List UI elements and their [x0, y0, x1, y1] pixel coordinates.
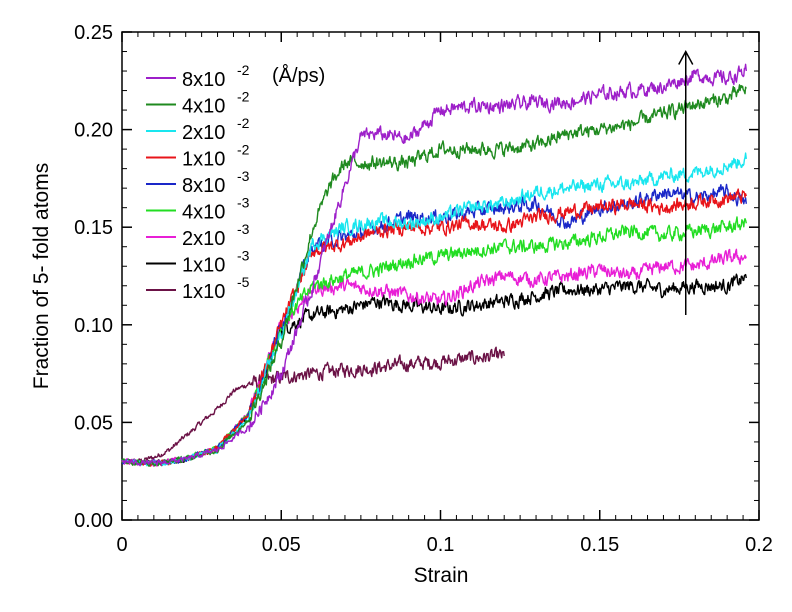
units-annotation: (Å/ps) — [272, 64, 325, 87]
legend-label: 1x10 — [182, 255, 225, 277]
arrow-head — [678, 49, 694, 65]
y-tick-label: 0.25 — [74, 22, 113, 44]
x-tick-label: 0.2 — [745, 534, 773, 556]
legend-exponent: -2 — [237, 115, 250, 131]
y-tick-label: 0.05 — [74, 412, 113, 434]
y-tick-label: 0.00 — [74, 510, 113, 532]
x-tick-label: 0.05 — [262, 534, 301, 556]
series-line — [121, 346, 505, 464]
y-tick-label: 0.10 — [74, 315, 113, 337]
x-tick-label: 0.1 — [427, 534, 455, 556]
legend-label: 1x10 — [182, 149, 225, 171]
legend-exponent: -3 — [237, 195, 250, 211]
axis-ticks: 0 0.05 0.1 0.15 0.2 0.00 0.05 0.10 0.15 0.20 0.25 — [74, 22, 773, 556]
series-line — [121, 63, 747, 467]
legend-exponent: -3 — [237, 221, 250, 237]
increasing-rate-arrow — [678, 49, 694, 316]
legend-exponent: -2 — [237, 62, 250, 78]
legend-label: 2x10 — [182, 122, 225, 144]
legend-exponent: -3 — [237, 248, 250, 264]
legend-label: 4x10 — [182, 96, 225, 118]
series-layer — [121, 63, 747, 467]
legend-label: 8x10 — [182, 175, 225, 197]
legend-label: 8x10 — [182, 69, 225, 91]
legend-label: 2x10 — [182, 228, 225, 250]
series-line — [121, 84, 747, 467]
legend-exponent: -5 — [237, 274, 250, 290]
legend-exponent: -2 — [237, 142, 250, 158]
series-line — [121, 152, 747, 467]
legend-exponent: -3 — [237, 168, 250, 184]
y-axis-title: Fraction of 5- fold atoms — [30, 163, 53, 389]
legend-label: 1x10 — [182, 281, 225, 303]
x-tick-label: 0 — [116, 534, 127, 556]
legend-exponent: -2 — [237, 89, 250, 105]
legend: 8x10 -2 4x10 -2 2x10 -2 1x10 -2 8x10 -3 4x10 -3 2x10… — [146, 62, 250, 303]
y-tick-label: 0.20 — [74, 120, 113, 142]
x-tick-label: 0.15 — [580, 534, 619, 556]
x-axis-title: Strain — [414, 564, 469, 587]
series-line — [121, 188, 747, 467]
y-tick-label: 0.15 — [74, 217, 113, 239]
legend-label: 4x10 — [182, 202, 225, 224]
